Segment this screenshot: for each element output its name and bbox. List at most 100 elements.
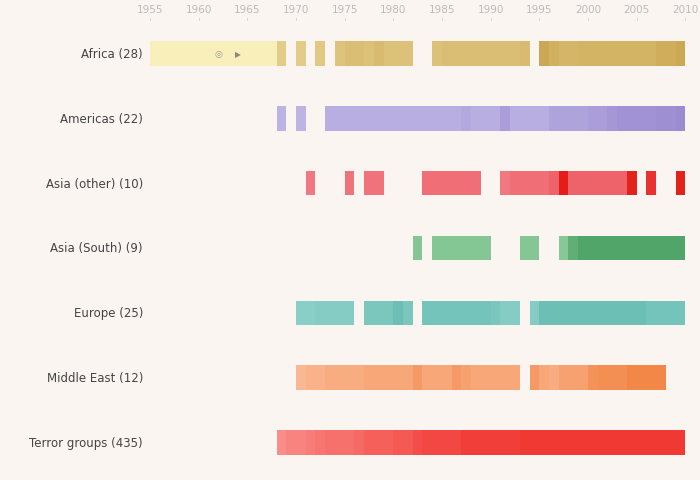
Bar (461, 236, 471, 261)
Bar (520, 431, 530, 455)
Bar (568, 171, 578, 196)
Bar (559, 301, 568, 325)
Bar (636, 107, 646, 132)
Bar (364, 171, 374, 196)
Bar (646, 366, 656, 390)
Bar (588, 42, 598, 67)
Bar (588, 431, 598, 455)
Bar (676, 431, 685, 455)
Bar (578, 431, 588, 455)
Bar (676, 107, 685, 132)
Bar (150, 42, 267, 67)
Bar (286, 431, 296, 455)
Bar (354, 107, 364, 132)
Bar (539, 431, 549, 455)
Bar (364, 301, 374, 325)
Bar (374, 107, 384, 132)
Text: Africa (28): Africa (28) (81, 48, 143, 61)
Bar (326, 431, 335, 455)
Bar (432, 236, 442, 261)
Bar (384, 301, 393, 325)
Bar (335, 366, 344, 390)
Bar (578, 236, 588, 261)
Text: 1995: 1995 (526, 5, 552, 15)
Bar (627, 42, 636, 67)
Text: 1955: 1955 (136, 5, 163, 15)
Bar (608, 431, 617, 455)
Bar (520, 236, 530, 261)
Bar (442, 431, 452, 455)
Bar (326, 366, 335, 390)
Bar (452, 301, 461, 325)
Bar (636, 301, 646, 325)
Bar (296, 301, 306, 325)
Bar (617, 107, 627, 132)
Text: ▶: ▶ (234, 50, 241, 59)
Bar (539, 42, 549, 67)
Text: Europe (25): Europe (25) (74, 307, 143, 320)
Bar (199, 42, 209, 67)
Bar (559, 366, 568, 390)
Bar (676, 236, 685, 261)
Text: 2000: 2000 (575, 5, 601, 15)
Bar (432, 107, 442, 132)
Bar (364, 366, 374, 390)
Bar (413, 236, 423, 261)
Bar (471, 431, 481, 455)
Bar (423, 301, 432, 325)
Bar (578, 107, 588, 132)
Bar (189, 42, 199, 67)
Bar (598, 236, 608, 261)
Bar (344, 42, 354, 67)
Bar (276, 107, 286, 132)
Bar (384, 42, 393, 67)
Bar (559, 107, 568, 132)
Bar (461, 42, 471, 67)
Bar (588, 301, 598, 325)
Text: 1975: 1975 (331, 5, 358, 15)
Bar (568, 236, 578, 261)
Bar (209, 42, 218, 67)
Bar (588, 107, 598, 132)
Bar (403, 431, 413, 455)
Bar (568, 301, 578, 325)
Bar (364, 42, 374, 67)
Bar (646, 107, 656, 132)
Bar (491, 301, 500, 325)
Bar (500, 42, 510, 67)
Bar (559, 431, 568, 455)
Bar (432, 42, 442, 67)
Bar (432, 366, 442, 390)
Bar (646, 236, 656, 261)
Bar (559, 236, 568, 261)
Bar (491, 107, 500, 132)
Bar (666, 236, 675, 261)
Bar (666, 107, 675, 132)
Text: 1990: 1990 (477, 5, 504, 15)
Bar (403, 366, 413, 390)
Bar (481, 301, 491, 325)
Bar (481, 236, 491, 261)
Bar (452, 42, 461, 67)
Bar (481, 42, 491, 67)
Bar (461, 366, 471, 390)
Bar (627, 366, 636, 390)
Bar (442, 366, 452, 390)
Bar (169, 42, 179, 67)
Bar (608, 236, 617, 261)
Bar (306, 431, 316, 455)
Bar (549, 366, 559, 390)
Bar (316, 42, 326, 67)
Bar (608, 107, 617, 132)
Bar (374, 42, 384, 67)
Bar (344, 431, 354, 455)
Bar (432, 431, 442, 455)
Bar (598, 301, 608, 325)
Bar (539, 301, 549, 325)
Bar (491, 431, 500, 455)
Bar (471, 236, 481, 261)
Bar (471, 107, 481, 132)
Bar (568, 366, 578, 390)
Bar (666, 42, 675, 67)
Bar (656, 236, 666, 261)
